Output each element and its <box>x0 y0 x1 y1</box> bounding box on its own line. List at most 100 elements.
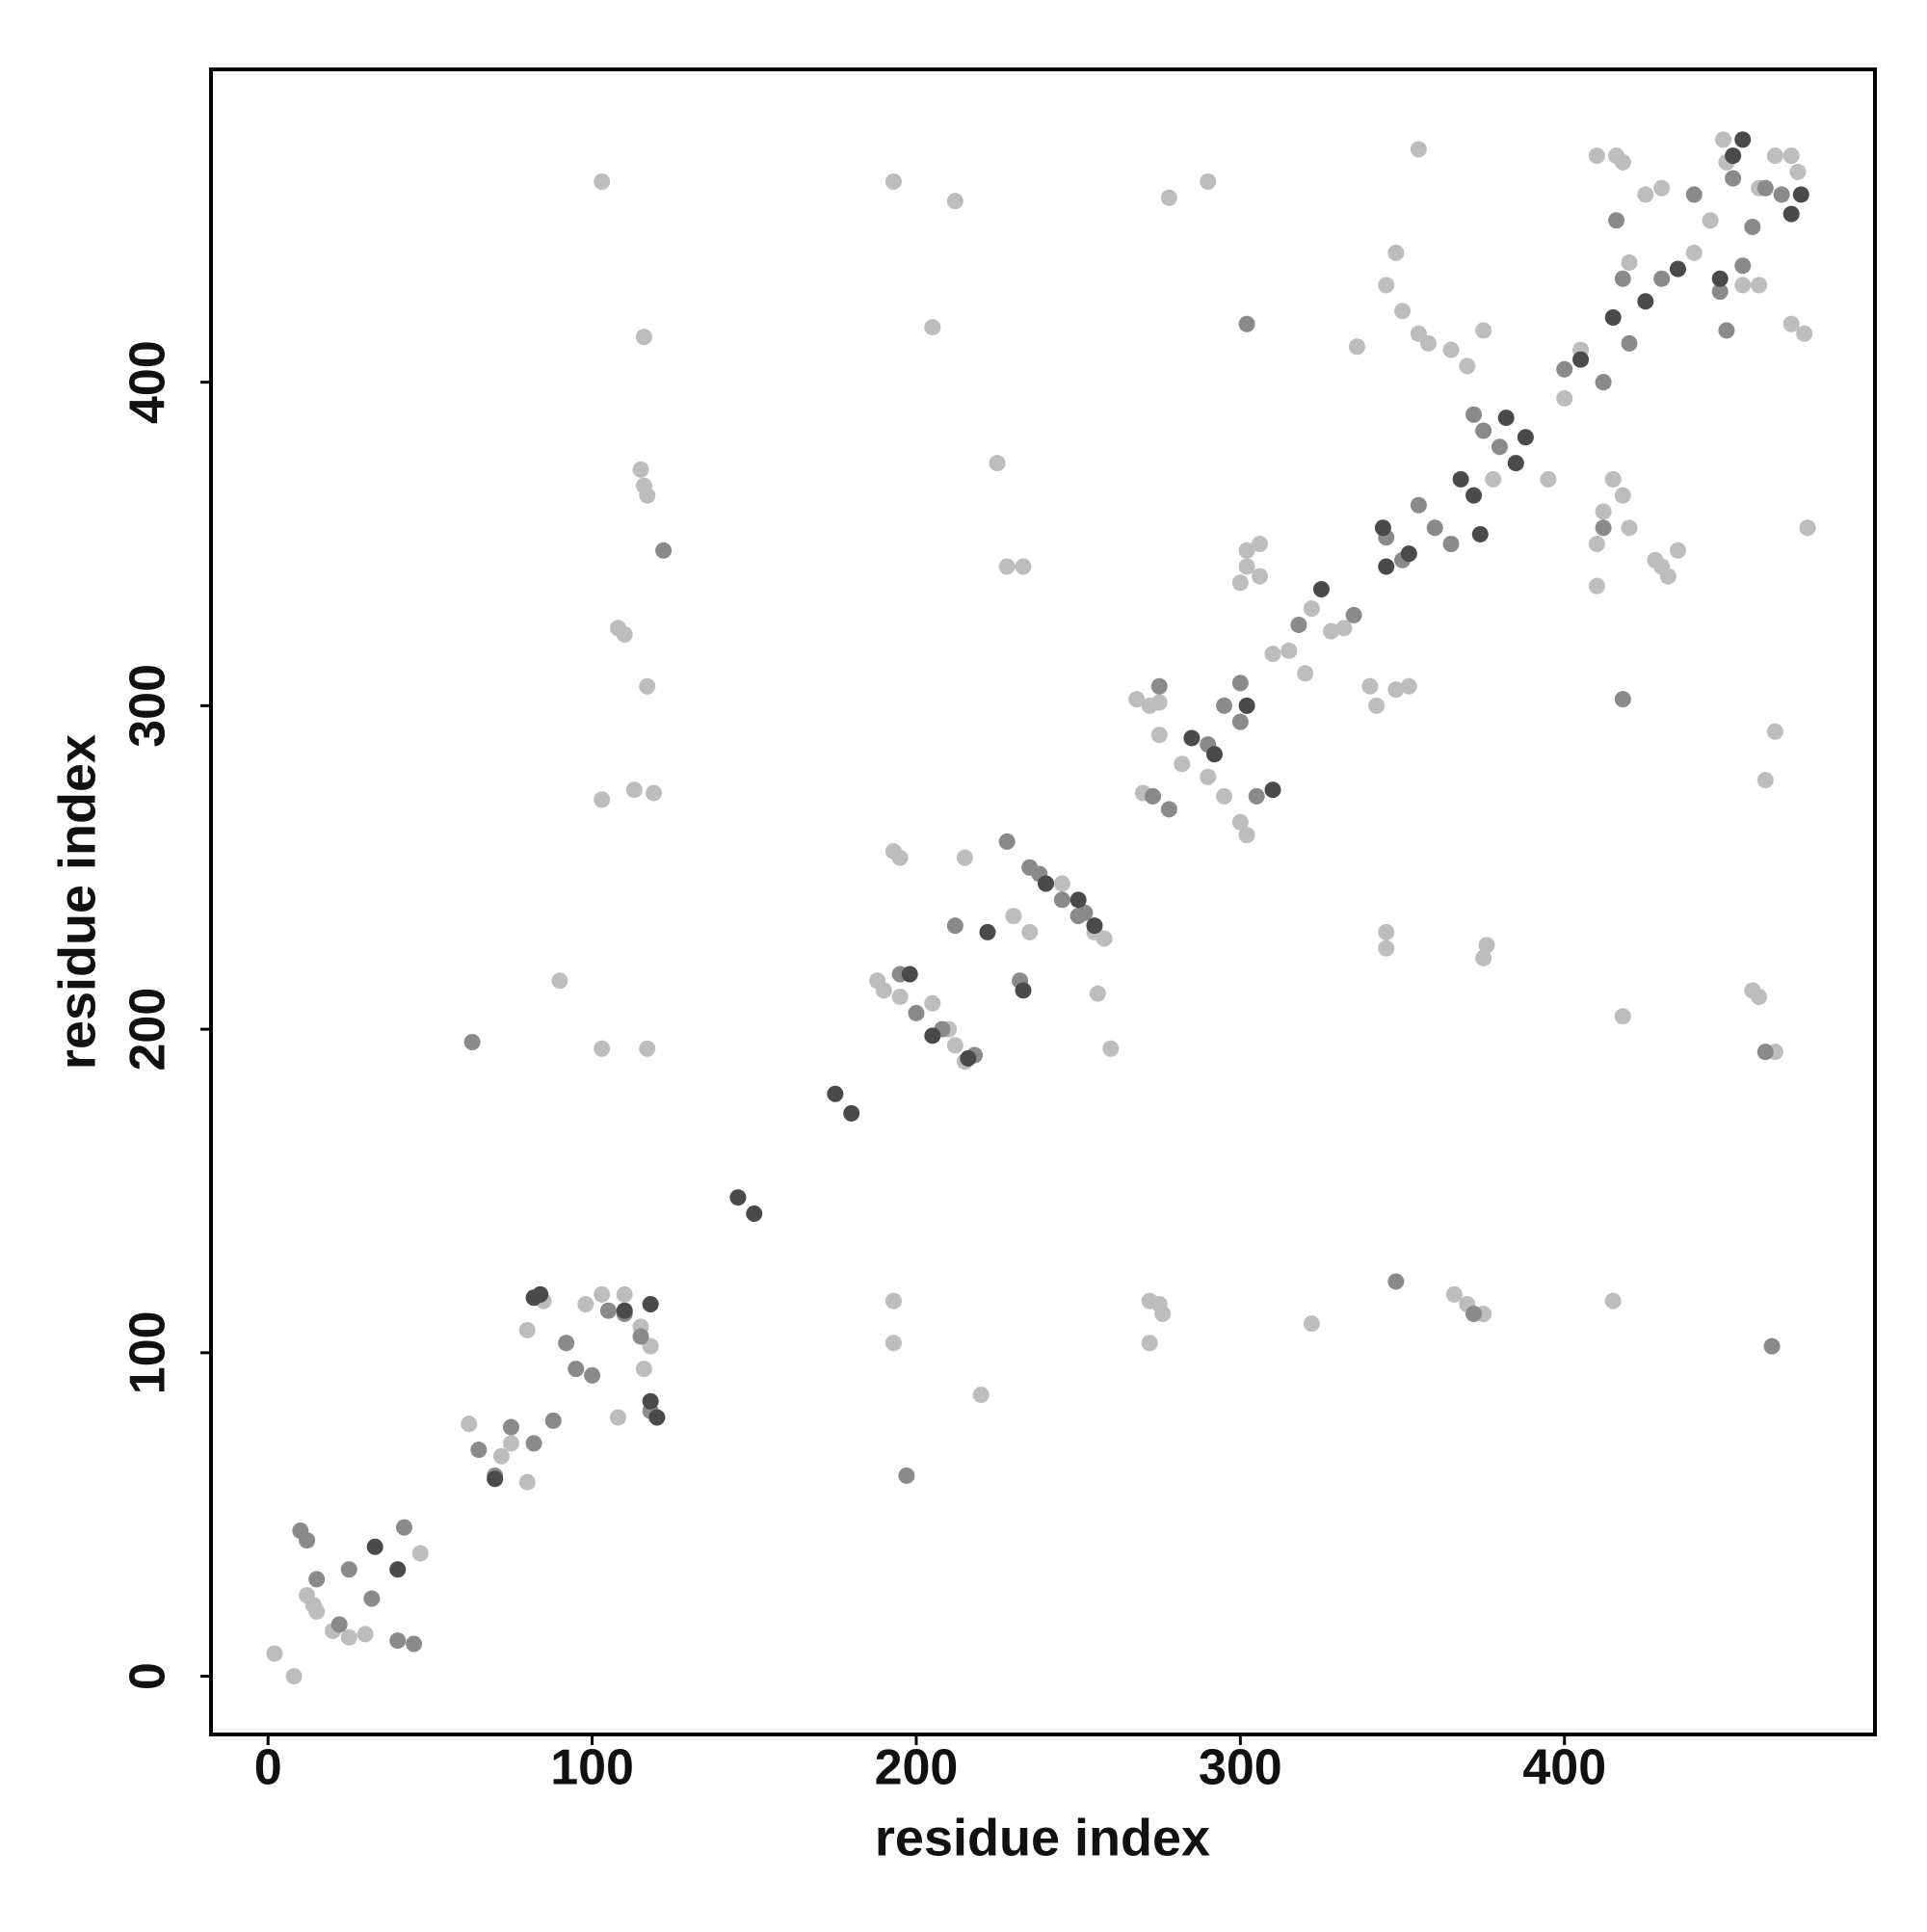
point <box>884 1292 902 1310</box>
point <box>1621 519 1638 537</box>
point <box>1604 309 1622 327</box>
point <box>1452 470 1469 488</box>
point <box>642 1295 659 1312</box>
point <box>1604 1292 1622 1310</box>
y-axis-title: residue index <box>48 734 106 1070</box>
point <box>1102 1040 1120 1057</box>
x-tick-label: 200 <box>875 1740 959 1796</box>
point <box>1303 600 1320 618</box>
point <box>518 1473 536 1491</box>
point <box>1751 989 1768 1006</box>
point <box>285 1668 303 1685</box>
point <box>1669 260 1686 278</box>
point <box>972 1386 990 1403</box>
point <box>1231 813 1249 831</box>
point <box>1015 982 1032 999</box>
point <box>1400 677 1417 695</box>
point <box>1763 1337 1781 1355</box>
point <box>308 1571 326 1588</box>
point <box>635 1361 652 1378</box>
point <box>1773 186 1790 203</box>
point <box>827 1085 844 1102</box>
point <box>1248 787 1265 805</box>
point <box>1252 568 1269 585</box>
point <box>1021 923 1039 940</box>
point <box>632 461 649 478</box>
point <box>1378 940 1395 957</box>
x-tick-label: 100 <box>550 1740 634 1796</box>
point <box>648 1409 666 1426</box>
point <box>1751 277 1768 294</box>
point <box>746 1204 763 1222</box>
point <box>639 1040 656 1057</box>
point <box>1637 293 1654 310</box>
point <box>389 1632 407 1650</box>
point <box>1614 153 1631 171</box>
point <box>1465 487 1483 504</box>
point <box>1374 519 1391 537</box>
x-tick-label: 300 <box>1199 1740 1282 1796</box>
point <box>1303 1315 1320 1333</box>
point <box>299 1532 316 1549</box>
point <box>1556 389 1573 407</box>
point <box>1744 219 1761 236</box>
point <box>1653 270 1671 287</box>
point <box>1471 525 1489 543</box>
point <box>1387 1273 1405 1290</box>
point <box>1485 470 1502 488</box>
point <box>1507 455 1524 472</box>
point <box>1491 438 1508 456</box>
point <box>924 1027 941 1045</box>
point <box>998 833 1016 850</box>
point <box>1264 646 1281 663</box>
point <box>1095 930 1113 947</box>
point <box>1238 542 1255 559</box>
point <box>1345 606 1362 623</box>
point <box>1711 270 1729 287</box>
point <box>551 972 568 990</box>
point <box>646 784 663 802</box>
point <box>594 1040 611 1057</box>
point <box>1718 322 1735 339</box>
point <box>946 917 964 935</box>
point <box>946 1037 964 1054</box>
point <box>340 1628 357 1646</box>
point <box>599 1302 617 1319</box>
point <box>1475 949 1492 966</box>
point <box>330 1616 348 1633</box>
point <box>1621 334 1638 352</box>
point <box>1604 470 1622 488</box>
point <box>1614 487 1631 504</box>
point <box>1517 429 1534 446</box>
point <box>1410 141 1427 158</box>
point <box>1378 277 1395 294</box>
point <box>924 319 941 336</box>
point <box>1782 205 1800 223</box>
point <box>525 1435 542 1452</box>
point <box>406 1635 423 1653</box>
point <box>979 923 996 940</box>
point <box>898 1467 915 1484</box>
point <box>1150 727 1168 744</box>
point <box>1231 574 1249 592</box>
point <box>891 989 909 1006</box>
point <box>487 1470 504 1488</box>
point <box>389 1561 407 1578</box>
point <box>989 455 1006 472</box>
point <box>1238 697 1255 714</box>
point <box>544 1412 562 1429</box>
point <box>1442 341 1460 358</box>
point <box>1782 315 1800 332</box>
point <box>1394 303 1412 320</box>
point <box>411 1545 429 1562</box>
point <box>1608 212 1625 229</box>
y-tick-label: 0 <box>120 1662 176 1690</box>
point <box>1238 315 1255 332</box>
point <box>1621 253 1638 271</box>
point <box>470 1442 488 1459</box>
point <box>1053 891 1070 909</box>
point <box>639 487 656 504</box>
point <box>395 1519 412 1536</box>
point <box>1348 338 1365 356</box>
